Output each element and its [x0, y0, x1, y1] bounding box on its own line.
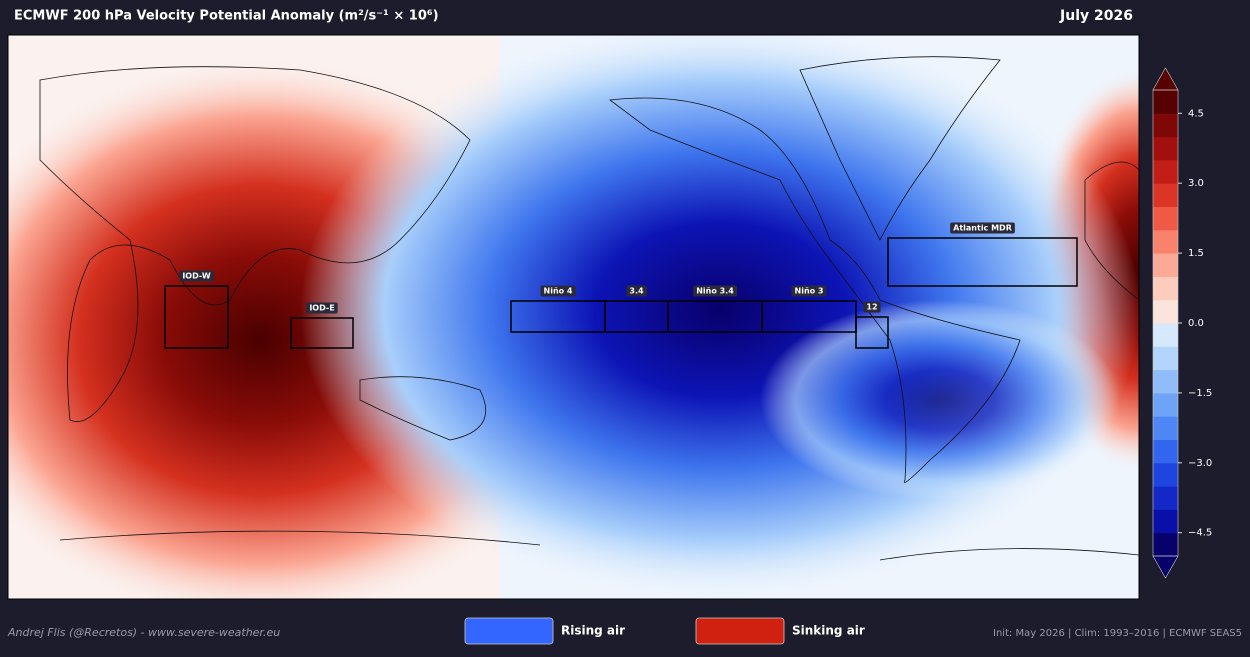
colorbar-tick-label: 4.5 — [1188, 108, 1204, 119]
colorbar-band — [1153, 486, 1178, 510]
region-label-bg — [179, 270, 214, 282]
region-label: Atlantic MDR — [953, 224, 1012, 233]
region-label-bg — [626, 285, 648, 297]
region-label: Niño 3.4 — [696, 287, 734, 296]
colorbar-band — [1153, 439, 1178, 464]
region-label: 12 — [866, 303, 877, 312]
regions: IOD-W IOD-E Niño 4 3.4 Niño 3.4 Niño 3 12 Atlan… — [164, 222, 1078, 349]
colorbar-tick-label: −4.5 — [1188, 528, 1212, 539]
colorbar-band — [1153, 532, 1178, 557]
credit: Andrej Flis (@Recretos) - www.severe-wea… — [7, 626, 280, 639]
colorbar-band — [1153, 509, 1178, 534]
colorbar-band — [1153, 416, 1178, 440]
colorbar-band — [1153, 323, 1178, 347]
region-label-bg — [791, 285, 827, 297]
legend-swatch — [464, 617, 554, 645]
legend-label: Sinking air — [792, 624, 865, 638]
colorbar-tick-label: 3.0 — [1188, 178, 1204, 189]
colorbar-band — [1153, 346, 1178, 371]
colorbar-band — [1153, 113, 1178, 138]
legend: Rising air Sinking air — [464, 617, 865, 645]
colorbar-tick-label: −1.5 — [1188, 388, 1212, 399]
region-label: Niño 3 — [795, 287, 824, 296]
colorbar-tick-label: 0.0 — [1188, 318, 1204, 329]
region-label: 3.4 — [629, 287, 644, 296]
region-box — [164, 285, 229, 349]
region-label: IOD-W — [182, 272, 211, 281]
region-box — [887, 237, 1078, 287]
region-label-bg — [540, 285, 576, 297]
colorbar-band — [1153, 136, 1178, 161]
colorbar-tick-label: 1.5 — [1188, 248, 1204, 259]
colorbar-tick-label: −3.0 — [1188, 458, 1212, 469]
map-frame — [7, 34, 1140, 600]
colorbar-band — [1153, 90, 1178, 114]
colorbar-extend-bottom — [1152, 555, 1179, 579]
region-label-bg — [693, 285, 738, 297]
colorbar: 4.5 3.0 1.5 0.0 −1.5 −3.0 −4.5 — [1152, 67, 1212, 579]
legend-swatch — [695, 617, 785, 645]
title: ECMWF 200 hPa Velocity Potential Anomaly… — [14, 9, 439, 24]
legend-label: Rising air — [561, 624, 625, 638]
colorbar-extend-top — [1152, 67, 1179, 91]
map — [8, 35, 1139, 599]
coastlines — [39, 56, 1139, 561]
info: Init: May 2026 | Clim: 1993–2016 | ECMWF… — [993, 628, 1242, 639]
region-label-bg — [863, 301, 881, 313]
colorbar-band — [1153, 253, 1178, 277]
colorbar-band — [1153, 159, 1178, 184]
region-label: Niño 4 — [544, 287, 573, 296]
colorbar-band — [1153, 206, 1178, 231]
colorbar-band — [1153, 276, 1178, 301]
colorbar-band — [1153, 229, 1178, 254]
colorbar-band — [1153, 183, 1178, 207]
date: July 2026 — [1059, 8, 1133, 24]
colorbar-band — [1153, 369, 1178, 394]
region-label-bg — [306, 302, 338, 314]
region-label-bg — [950, 222, 1015, 234]
region-label: IOD-E — [309, 304, 334, 313]
colorbar-band — [1153, 462, 1178, 487]
colorbar-band — [1153, 392, 1178, 417]
region-box — [290, 317, 354, 349]
region-box — [855, 316, 889, 349]
colorbar-band — [1153, 299, 1178, 324]
